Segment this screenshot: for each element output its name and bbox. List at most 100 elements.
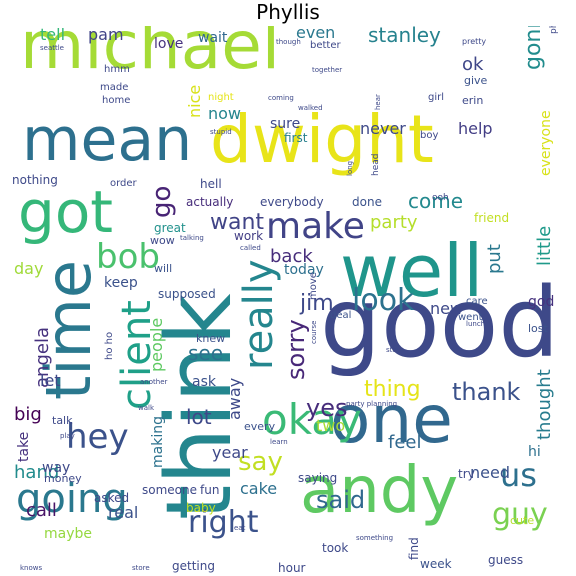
word-take: take (16, 432, 32, 462)
word-ho-ho: ho ho (104, 332, 115, 360)
word-lot: lot (186, 405, 212, 429)
word-baby: baby (186, 501, 216, 515)
chart-title: Phyllis (256, 0, 320, 24)
word-eat: eat (234, 524, 246, 532)
word-called: called (240, 244, 261, 252)
word-us: us (500, 456, 537, 494)
word-client: client (114, 300, 160, 410)
word-night: night (208, 92, 234, 103)
word-god: god (528, 294, 554, 310)
word-tell: tell (40, 26, 65, 44)
word-party: party (370, 212, 418, 233)
word-play: play (60, 432, 75, 440)
word-head: head (371, 154, 381, 176)
word-cake: cake (240, 479, 277, 498)
word-together: together (312, 66, 342, 74)
word-everyone: everyone (538, 110, 554, 176)
word-michael: michael (20, 26, 280, 84)
word-okay: okay (262, 395, 362, 444)
word-well: well (340, 229, 483, 313)
word-day: day (14, 259, 43, 278)
word-sure: sure (270, 116, 300, 132)
word-back: back (270, 246, 313, 267)
word-saying: saying (298, 471, 337, 485)
word-pam: pam (88, 26, 124, 44)
word-wait: wait (198, 30, 228, 46)
word-pretty: pretty (462, 37, 486, 46)
word-thing: thing (364, 377, 421, 402)
word-put: put (484, 244, 505, 274)
word-angela: angela (32, 327, 53, 388)
word-money: money (44, 472, 82, 485)
word-order: order (110, 178, 138, 189)
word-walked: walked (298, 104, 323, 112)
word-wow: wow (150, 234, 175, 247)
word-keep: keep (104, 275, 138, 291)
word-andy: andy (300, 454, 458, 528)
word-cloud: michael dwight think good andy well one mean tim… (12, 26, 559, 575)
word-took: took (322, 541, 348, 555)
word-talk: talk (52, 414, 73, 427)
word-call: call (26, 500, 57, 521)
word-done: done (352, 195, 382, 209)
word-feel: feel (388, 432, 422, 453)
word-guess: guess (488, 553, 523, 567)
word-said: said (316, 486, 365, 514)
word-better: better (310, 40, 341, 51)
word-something: something (356, 534, 393, 542)
word-got: got (18, 178, 113, 246)
word-hell: hell (200, 177, 222, 191)
word-hi: hi (528, 444, 541, 460)
word-never: never (360, 119, 406, 138)
word-ask: ask (192, 374, 217, 390)
word-two: two (316, 416, 345, 435)
word-sorry: sorry (282, 319, 310, 380)
word-will: will (154, 262, 172, 275)
word-hour: hour (278, 561, 306, 575)
word-help: help (458, 119, 493, 138)
word-right: right (188, 505, 259, 540)
word-stay: stay (386, 346, 401, 354)
word-real: real (108, 503, 138, 522)
word-friend: friend (474, 211, 509, 225)
word-someone: someone (142, 483, 197, 497)
word-girl: girl (428, 92, 444, 103)
word-dwight: dwight (210, 101, 434, 178)
word-hear: hear (374, 94, 382, 110)
word-knows: knows (20, 564, 42, 572)
word-thought: thought (534, 369, 555, 440)
word-lunch: lunch (466, 320, 485, 328)
word-supposed: supposed (158, 287, 216, 301)
word-stupid: stupid (210, 128, 232, 136)
word-making: making (150, 416, 166, 468)
word-seattle: seattle (40, 44, 64, 52)
word-year: year (212, 443, 248, 462)
word-work: work (234, 229, 263, 243)
word-went: went (458, 312, 483, 323)
word-away: away (225, 378, 244, 420)
word-cute: cute (510, 514, 534, 527)
word-hey: hey (66, 417, 129, 457)
word-care: care (466, 296, 488, 307)
word-new: new (430, 299, 463, 318)
word-gonna: gonna (521, 26, 546, 70)
word-boy: boy (420, 130, 438, 141)
word-another: another (140, 378, 167, 386)
word-week: week (420, 557, 452, 571)
word-made: made (100, 82, 128, 93)
word-long: long (346, 161, 354, 176)
word-nice: nice (185, 85, 204, 118)
word-mean: mean (22, 105, 192, 175)
word-love: love (154, 36, 183, 52)
word-ooh: ooh (432, 193, 449, 203)
word-see: see (188, 341, 223, 365)
word-ok: ok (462, 54, 484, 75)
word-come: come (408, 189, 463, 213)
word-maybe: maybe (44, 526, 92, 542)
word-one: one (330, 381, 453, 458)
word-people: people (147, 318, 166, 372)
word-going: going (16, 476, 128, 522)
word-big: big (14, 404, 42, 425)
word-talking: talking (180, 234, 204, 242)
word-try: try (458, 467, 475, 481)
